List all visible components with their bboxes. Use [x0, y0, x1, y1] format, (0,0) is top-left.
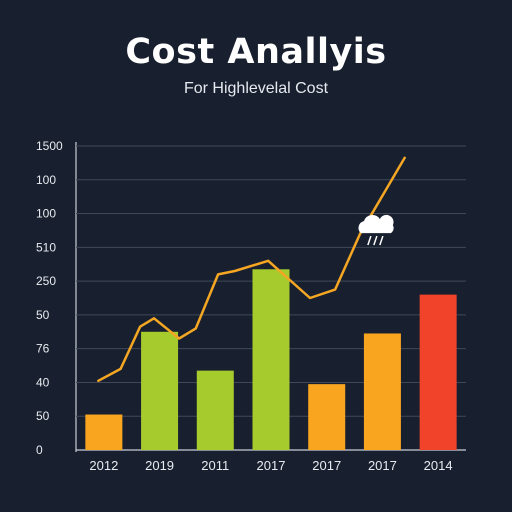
x-tick-label: 2017	[257, 458, 286, 473]
bar	[252, 269, 290, 450]
x-tick-label: 2012	[89, 458, 118, 473]
trend-line	[97, 156, 406, 383]
y-tick-label: 100	[36, 207, 56, 221]
y-tick-label: 250	[36, 274, 56, 288]
bar	[141, 331, 179, 450]
bar	[196, 370, 234, 450]
x-tick-label: 2017	[368, 458, 397, 473]
y-tick-label: 40	[36, 375, 50, 389]
y-tick-label: 50	[36, 409, 50, 423]
x-tick-label: 2014	[424, 458, 453, 473]
x-tick-label: 2017	[312, 458, 341, 473]
y-tick-label: 50	[36, 308, 50, 322]
y-tick-label: 0	[36, 443, 43, 457]
y-tick-label: 76	[36, 342, 50, 356]
bar	[419, 294, 457, 450]
bar	[85, 414, 123, 450]
chart-title: Cost Anallyis	[125, 32, 387, 72]
chart-subtitle: For Highlevelal Cost	[183, 80, 329, 97]
x-tick-label: 2011	[201, 458, 229, 473]
bar	[308, 384, 346, 450]
x-tick-label: 2019	[145, 458, 174, 473]
y-tick-label: 100	[36, 173, 56, 187]
y-tick-label: 510	[36, 240, 56, 254]
bar	[363, 333, 401, 450]
cloud-rain-icon	[358, 214, 394, 246]
y-tick-label: 1500	[36, 139, 63, 153]
